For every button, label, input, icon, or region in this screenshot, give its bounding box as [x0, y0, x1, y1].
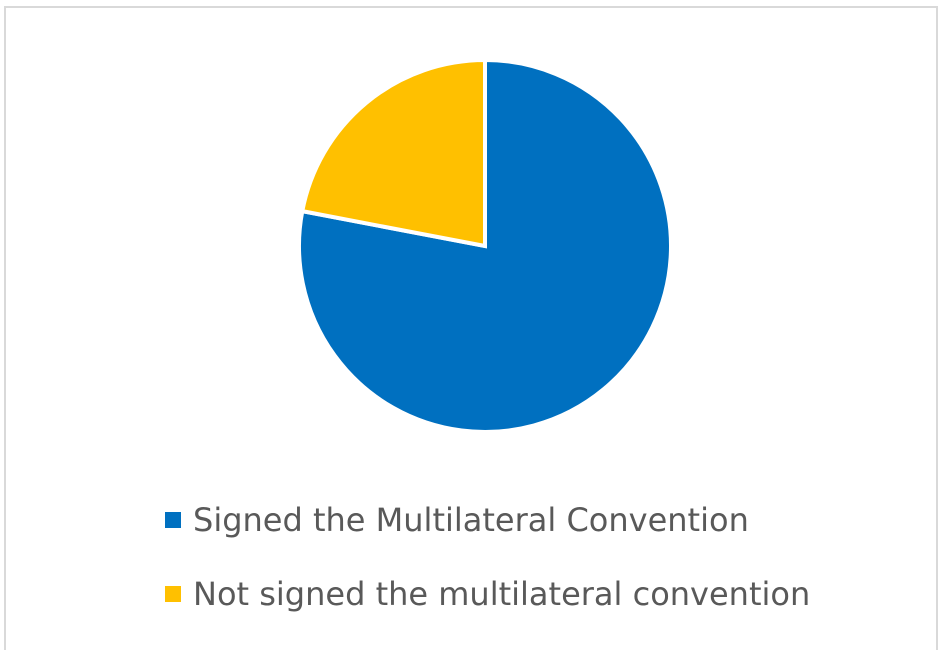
legend-item-not-signed: Not signed the multilateral convention — [165, 570, 810, 618]
legend-swatch-not-signed — [165, 586, 181, 602]
pie-slice-not-signed — [299, 57, 487, 249]
legend-label-signed: Signed the Multilateral Convention — [193, 501, 749, 539]
legend-item-signed: Signed the Multilateral Convention — [165, 496, 810, 544]
legend-label-not-signed: Not signed the multilateral convention — [193, 575, 811, 613]
legend: Signed the Multilateral Convention Not s… — [165, 496, 810, 644]
pie-slices — [297, 57, 673, 434]
legend-swatch-signed — [165, 512, 181, 528]
